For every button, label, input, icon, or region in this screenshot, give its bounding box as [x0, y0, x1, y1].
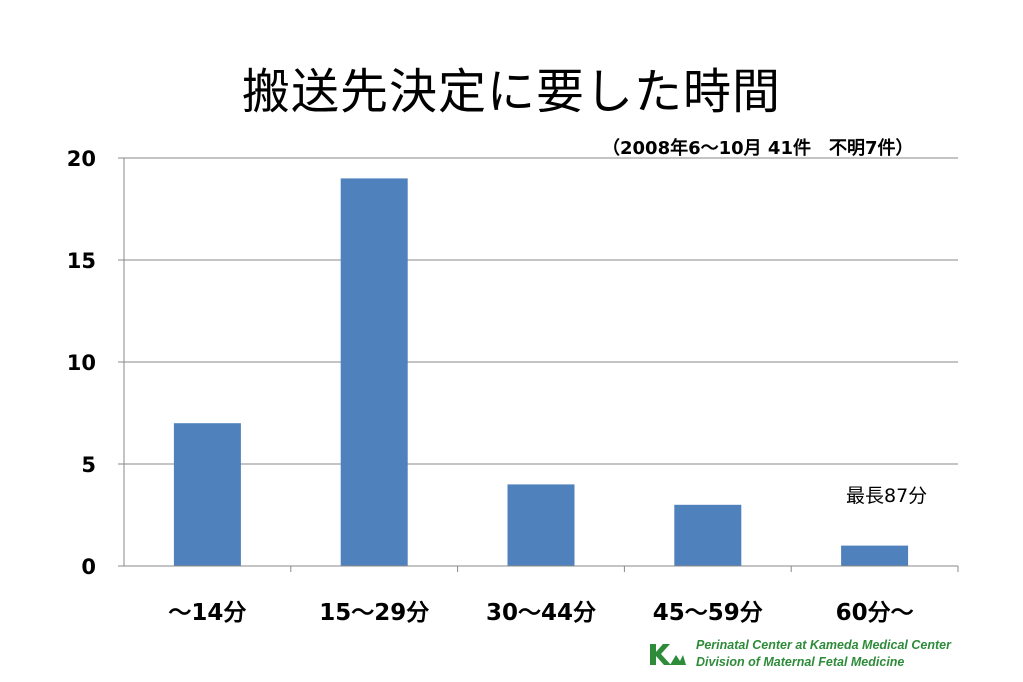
- bar: [674, 504, 742, 566]
- x-tick-label: 45～59分: [653, 600, 763, 626]
- x-tick-label: ～14分: [168, 600, 246, 626]
- gridlines: [118, 157, 958, 567]
- y-tick-labels: 0 5 10 15 20: [67, 147, 96, 579]
- y-tick-label: 5: [81, 453, 96, 477]
- x-tick-label: 60分～: [836, 600, 914, 626]
- max-annotation: 最長87分: [846, 485, 928, 507]
- bar: [841, 545, 909, 566]
- chart-subtitle: （2008年6～10月 41件 不明7件）: [602, 138, 914, 159]
- bars: [173, 178, 959, 572]
- x-tick-label: 30～44分: [486, 600, 596, 626]
- y-tick-label: 0: [81, 555, 96, 579]
- y-tick-label: 20: [67, 147, 96, 171]
- bar: [173, 423, 241, 566]
- y-tick-label: 10: [67, 351, 96, 375]
- kameda-logo-icon: [650, 644, 686, 665]
- x-tick-label: 15～29分: [319, 600, 429, 626]
- bar: [507, 484, 575, 566]
- footer: Perinatal Center at Kameda Medical Cente…: [648, 637, 951, 671]
- page-title: 搬送先決定に要した時間: [241, 64, 781, 120]
- x-tick-labels: ～14分 15～29分 30～44分 45～59分 60分～: [168, 600, 913, 626]
- footer-line1: Perinatal Center at Kameda Medical Cente…: [696, 638, 951, 652]
- y-tick-label: 15: [67, 249, 96, 273]
- axes: [118, 158, 958, 567]
- bar: [340, 178, 408, 566]
- footer-line2: Division of Maternal Fetal Medicine: [696, 655, 905, 669]
- footer-text: Perinatal Center at Kameda Medical Cente…: [696, 637, 951, 671]
